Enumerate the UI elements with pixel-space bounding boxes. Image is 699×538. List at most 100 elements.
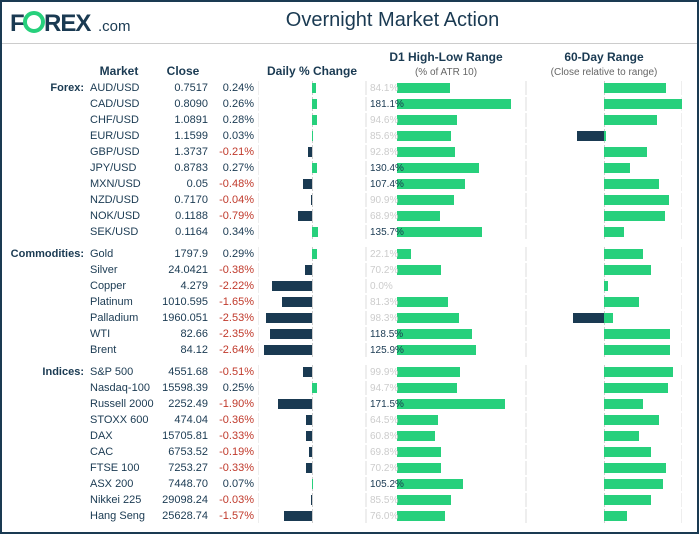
r60-chart-cell bbox=[526, 279, 682, 293]
r60-bar-pos bbox=[604, 265, 651, 275]
d1-bar bbox=[397, 511, 445, 521]
d1-label: 94.7% bbox=[370, 381, 398, 397]
pct-change: -0.38% bbox=[214, 262, 258, 278]
forex-logo: F REX .com bbox=[2, 4, 168, 38]
daily-bar bbox=[312, 479, 313, 489]
d1-chart-cell: 105.2% bbox=[366, 477, 526, 491]
daily-chart-cell bbox=[258, 413, 366, 427]
pct-change: 0.26% bbox=[214, 96, 258, 112]
d1-chart-cell: 70.2% bbox=[366, 461, 526, 475]
r60-bar-pos bbox=[604, 463, 666, 473]
market-name: Nikkei 225 bbox=[86, 492, 152, 508]
r60-chart-cell bbox=[526, 413, 682, 427]
r60-chart-cell bbox=[526, 343, 682, 357]
d1-bar bbox=[397, 227, 482, 237]
r60-chart-cell bbox=[526, 161, 682, 175]
col-daily: Daily % Change bbox=[258, 64, 366, 78]
daily-bar bbox=[266, 313, 312, 323]
d1-chart-cell: 81.3% bbox=[366, 295, 526, 309]
daily-chart-cell bbox=[258, 477, 366, 491]
r60-chart-cell bbox=[526, 145, 682, 159]
market-name: Platinum bbox=[86, 294, 152, 310]
r60-chart-cell bbox=[526, 193, 682, 207]
table-row: Hang Seng25628.74-1.57%76.0% bbox=[10, 508, 689, 524]
daily-chart-cell bbox=[258, 327, 366, 341]
close-value: 15705.81 bbox=[152, 428, 214, 444]
daily-bar bbox=[284, 511, 312, 521]
r60-chart-cell bbox=[526, 247, 682, 261]
pct-change: -0.19% bbox=[214, 444, 258, 460]
r60-bar-pos bbox=[604, 345, 670, 355]
d1-chart-cell: 85.5% bbox=[366, 493, 526, 507]
d1-chart-cell: 135.7% bbox=[366, 225, 526, 239]
close-value: 0.1164 bbox=[152, 224, 214, 240]
daily-bar bbox=[298, 211, 312, 221]
d1-label: 130.4% bbox=[370, 161, 404, 177]
table-row: NOK/USD0.1188-0.79%68.9% bbox=[10, 208, 689, 224]
close-value: 1797.9 bbox=[152, 246, 214, 262]
r60-bar-pos bbox=[604, 415, 659, 425]
table-row: DAX15705.81-0.33%60.8% bbox=[10, 428, 689, 444]
svg-text:REX: REX bbox=[44, 10, 91, 37]
r60-chart-cell bbox=[526, 365, 682, 379]
d1-bar bbox=[397, 399, 505, 409]
r60-chart-cell bbox=[526, 311, 682, 325]
r60-chart-cell bbox=[526, 263, 682, 277]
market-name: FTSE 100 bbox=[86, 460, 152, 476]
market-name: WTI bbox=[86, 326, 152, 342]
r60-chart-cell bbox=[526, 381, 682, 395]
r60-bar-pos bbox=[604, 131, 606, 141]
d1-label: 94.6% bbox=[370, 113, 398, 129]
d1-label: 118.5% bbox=[370, 327, 403, 343]
pct-change: -0.21% bbox=[214, 144, 258, 160]
r60-chart-cell bbox=[526, 295, 682, 309]
close-value: 15598.39 bbox=[152, 380, 214, 396]
d1-bar bbox=[397, 383, 457, 393]
daily-chart-cell bbox=[258, 97, 366, 111]
r60-bar-pos bbox=[604, 179, 659, 189]
d1-label: 76.0% bbox=[370, 509, 398, 525]
table-row: Copper4.279-2.22%0.0% bbox=[10, 278, 689, 294]
page-title: Overnight Market Action bbox=[168, 9, 697, 32]
pct-change: -1.65% bbox=[214, 294, 258, 310]
pct-change: -0.36% bbox=[214, 412, 258, 428]
d1-chart-cell: 118.5% bbox=[366, 327, 526, 341]
daily-chart-cell bbox=[258, 397, 366, 411]
d1-label: 98.3% bbox=[370, 311, 398, 327]
pct-change: -1.57% bbox=[214, 508, 258, 524]
d1-bar bbox=[397, 447, 441, 457]
close-value: 84.12 bbox=[152, 342, 214, 358]
daily-chart-cell bbox=[258, 129, 366, 143]
close-value: 2252.49 bbox=[152, 396, 214, 412]
market-name: Silver bbox=[86, 262, 152, 278]
pct-change: -0.48% bbox=[214, 176, 258, 192]
table-row: FTSE 1007253.27-0.33%70.2% bbox=[10, 460, 689, 476]
d1-label: 85.6% bbox=[370, 129, 398, 145]
d1-chart-cell: 64.5% bbox=[366, 413, 526, 427]
d1-label: 171.5% bbox=[370, 397, 404, 413]
daily-bar bbox=[306, 415, 312, 425]
col-market: Market bbox=[86, 64, 152, 78]
r60-bar-pos bbox=[604, 399, 643, 409]
daily-bar bbox=[312, 99, 317, 109]
daily-bar bbox=[306, 431, 312, 441]
pct-change: -0.79% bbox=[214, 208, 258, 224]
daily-chart-cell bbox=[258, 247, 366, 261]
d1-label: 84.1% bbox=[370, 81, 398, 97]
d1-label: 90.9% bbox=[370, 193, 398, 209]
d1-chart-cell: 76.0% bbox=[366, 509, 526, 523]
table-row: GBP/USD1.3737-0.21%92.8% bbox=[10, 144, 689, 160]
r60-bar-neg bbox=[573, 313, 604, 323]
market-name: DAX bbox=[86, 428, 152, 444]
d1-chart-cell: 94.6% bbox=[366, 113, 526, 127]
close-value: 24.0421 bbox=[152, 262, 214, 278]
r60-bar-pos bbox=[604, 211, 665, 221]
market-name: CAC bbox=[86, 444, 152, 460]
d1-label: 69.8% bbox=[370, 445, 398, 461]
table-row: Platinum1010.595-1.65%81.3% bbox=[10, 294, 689, 310]
d1-chart-cell: 69.8% bbox=[366, 445, 526, 459]
market-action-panel: F REX .com Overnight Market Action Marke… bbox=[0, 0, 699, 534]
d1-chart-cell: 130.4% bbox=[366, 161, 526, 175]
d1-bar bbox=[397, 367, 460, 377]
daily-bar bbox=[305, 265, 312, 275]
